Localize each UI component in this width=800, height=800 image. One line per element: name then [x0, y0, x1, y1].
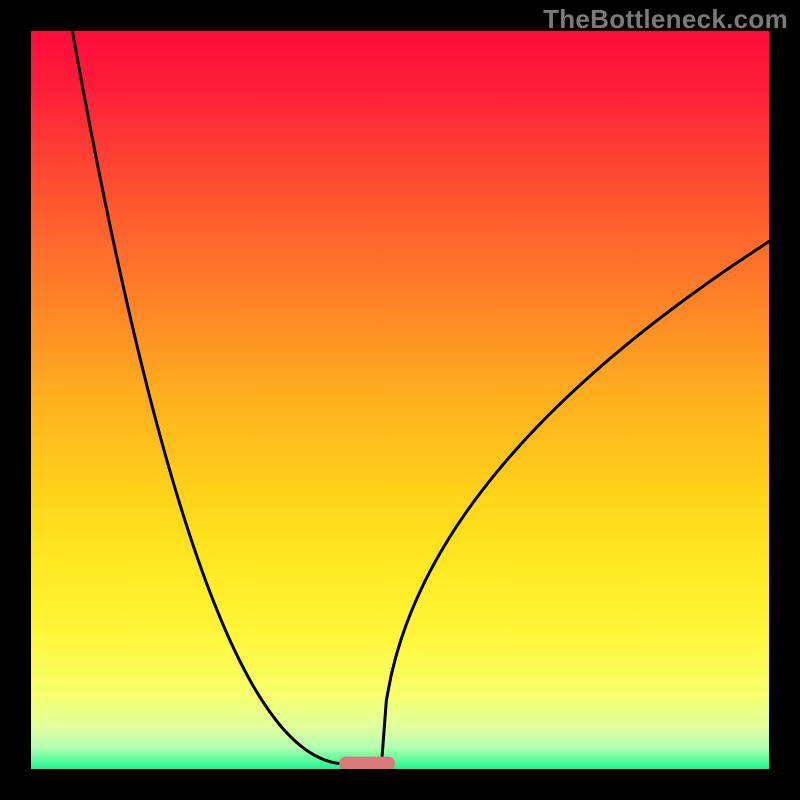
chart-root: TheBottleneck.com	[0, 0, 800, 800]
bottleneck-marker	[339, 757, 395, 770]
plot-background	[30, 30, 770, 770]
chart-svg	[0, 0, 800, 800]
